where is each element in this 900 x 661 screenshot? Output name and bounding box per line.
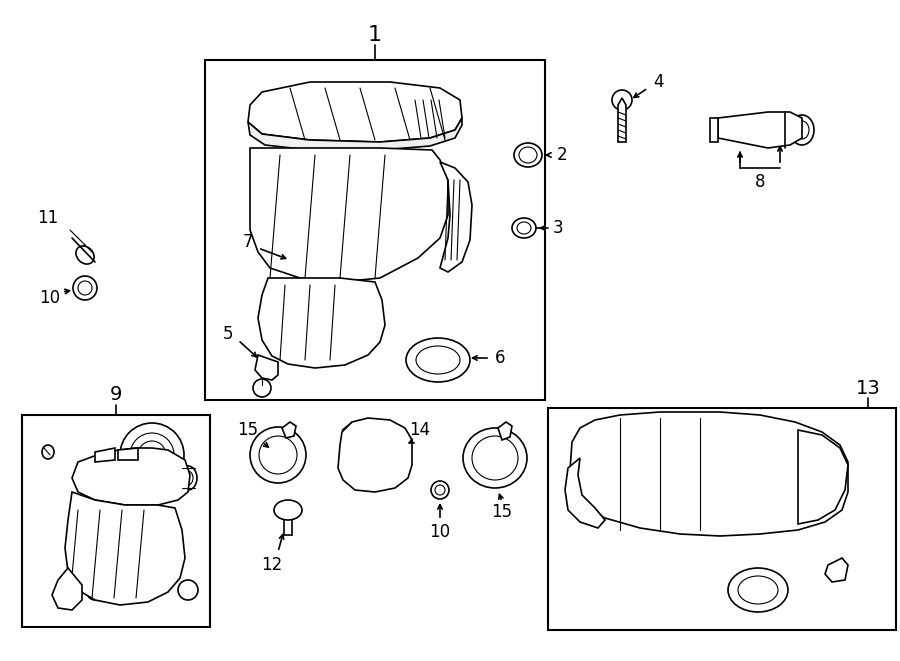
Ellipse shape [350, 425, 406, 485]
Ellipse shape [78, 281, 92, 295]
Ellipse shape [87, 584, 103, 600]
Ellipse shape [179, 466, 197, 490]
Text: 3: 3 [553, 219, 563, 237]
Ellipse shape [183, 471, 193, 485]
Polygon shape [95, 448, 115, 462]
Ellipse shape [140, 584, 156, 600]
Polygon shape [718, 112, 802, 148]
Ellipse shape [138, 441, 166, 469]
Ellipse shape [120, 423, 184, 487]
Polygon shape [250, 148, 448, 282]
Polygon shape [825, 558, 848, 582]
Ellipse shape [250, 427, 306, 483]
Text: 7: 7 [243, 233, 253, 251]
Ellipse shape [416, 346, 460, 374]
Ellipse shape [612, 90, 632, 110]
Text: 15: 15 [491, 503, 513, 521]
Polygon shape [565, 458, 605, 528]
Ellipse shape [435, 485, 445, 495]
Text: 8: 8 [755, 173, 765, 191]
Polygon shape [338, 418, 412, 492]
Text: 12: 12 [261, 556, 283, 574]
Polygon shape [618, 98, 626, 142]
Text: 11: 11 [38, 209, 58, 227]
Ellipse shape [42, 445, 54, 459]
Polygon shape [570, 412, 848, 536]
Text: 2: 2 [557, 146, 567, 164]
Ellipse shape [178, 580, 198, 600]
Ellipse shape [76, 246, 94, 264]
Text: 4: 4 [652, 73, 663, 91]
Polygon shape [248, 82, 462, 142]
Ellipse shape [274, 500, 302, 520]
Ellipse shape [790, 115, 814, 145]
Ellipse shape [738, 576, 778, 604]
Polygon shape [258, 278, 385, 368]
Polygon shape [282, 422, 296, 438]
Ellipse shape [310, 180, 380, 250]
Ellipse shape [297, 167, 393, 263]
Ellipse shape [795, 448, 845, 508]
Ellipse shape [514, 143, 542, 167]
Ellipse shape [360, 435, 396, 475]
Ellipse shape [406, 338, 470, 382]
Text: 5: 5 [223, 325, 233, 343]
Text: 15: 15 [238, 421, 258, 439]
Polygon shape [710, 118, 718, 142]
Polygon shape [798, 430, 848, 524]
Ellipse shape [368, 444, 388, 466]
Polygon shape [248, 118, 462, 150]
Ellipse shape [130, 433, 174, 477]
Polygon shape [498, 422, 512, 440]
Text: 14: 14 [410, 421, 430, 439]
Text: 10: 10 [40, 289, 60, 307]
Polygon shape [440, 162, 472, 272]
Bar [205, 60, 545, 400]
Text: 9: 9 [110, 385, 122, 405]
Ellipse shape [728, 568, 788, 612]
Ellipse shape [805, 460, 835, 496]
Polygon shape [255, 355, 278, 380]
Ellipse shape [463, 428, 527, 488]
Ellipse shape [73, 276, 97, 300]
Bar [548, 408, 896, 630]
Ellipse shape [512, 218, 536, 238]
Ellipse shape [262, 366, 274, 378]
Bar [22, 415, 210, 627]
Polygon shape [65, 492, 185, 605]
Polygon shape [52, 568, 82, 610]
Ellipse shape [259, 436, 297, 474]
Text: 13: 13 [856, 379, 880, 397]
Ellipse shape [795, 121, 809, 139]
Polygon shape [118, 448, 138, 460]
Ellipse shape [253, 379, 271, 397]
Text: 1: 1 [368, 25, 382, 45]
Text: 10: 10 [429, 523, 451, 541]
Ellipse shape [519, 147, 537, 163]
Ellipse shape [517, 222, 531, 234]
Ellipse shape [472, 436, 518, 480]
Ellipse shape [431, 481, 449, 499]
Polygon shape [72, 448, 190, 505]
Text: 6: 6 [495, 349, 505, 367]
